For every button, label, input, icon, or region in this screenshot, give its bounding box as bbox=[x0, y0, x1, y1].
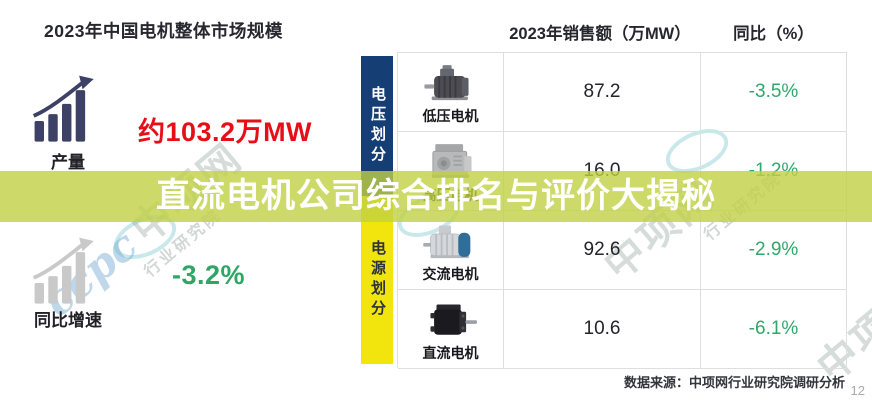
motor-icon-cell: 交流电机 bbox=[398, 211, 504, 289]
yoy-growth-value: -3.2% bbox=[172, 260, 246, 290]
dc-motor-icon bbox=[422, 296, 480, 342]
production-label: 产量 bbox=[51, 153, 85, 172]
yoy-value: -3.5% bbox=[748, 81, 799, 102]
sales-value: 87.2 bbox=[504, 53, 701, 131]
motor-name: 直流电机 bbox=[422, 345, 479, 361]
sales-value: 10.6 bbox=[504, 290, 701, 368]
production-value: 约103.2万MW bbox=[138, 117, 313, 147]
data-source-note: 数据来源：中项网行业研究院调研分析 bbox=[623, 375, 845, 390]
motor-name: 低压电机 bbox=[422, 108, 479, 124]
headline-band: 直流电机公司综合排名与评价大揭秘 bbox=[0, 171, 872, 222]
yoy-value: -2.9% bbox=[748, 239, 799, 260]
low-voltage-motor-icon bbox=[422, 59, 480, 105]
power-group-label: 电源划分 bbox=[369, 240, 386, 320]
table-row: 直流电机 10.6 -6.1% bbox=[398, 290, 846, 369]
market-size-title: 2023年中国电机整体市场规模 bbox=[44, 21, 283, 41]
table-row: 低压电机 87.2 -3.5% bbox=[398, 53, 846, 132]
sales-column-header: 2023年销售额（万MW） bbox=[509, 25, 691, 43]
power-group-bar: 电源划分 bbox=[361, 196, 393, 364]
sales-value: 92.6 bbox=[504, 211, 701, 289]
rising-bar-chart-icon bbox=[32, 75, 94, 142]
motor-icon-cell: 直流电机 bbox=[398, 290, 504, 368]
motor-icon-cell: 低压电机 bbox=[398, 53, 504, 131]
yoy-value: -6.1% bbox=[748, 318, 799, 339]
yoy-growth-label: 同比增速 bbox=[34, 311, 102, 330]
rising-bar-chart-gray-icon bbox=[32, 237, 94, 304]
motor-name: 交流电机 bbox=[422, 266, 479, 282]
table-row: 交流电机 92.6 -2.9% bbox=[398, 211, 846, 290]
headline-title: 直流电机公司综合排名与评价大揭秘 bbox=[156, 177, 716, 215]
ac-motor-icon bbox=[422, 217, 480, 263]
yoy-column-header: 同比（%） bbox=[733, 25, 814, 43]
voltage-group-label: 电压划分 bbox=[369, 86, 386, 166]
page-number: 12 bbox=[850, 383, 865, 398]
